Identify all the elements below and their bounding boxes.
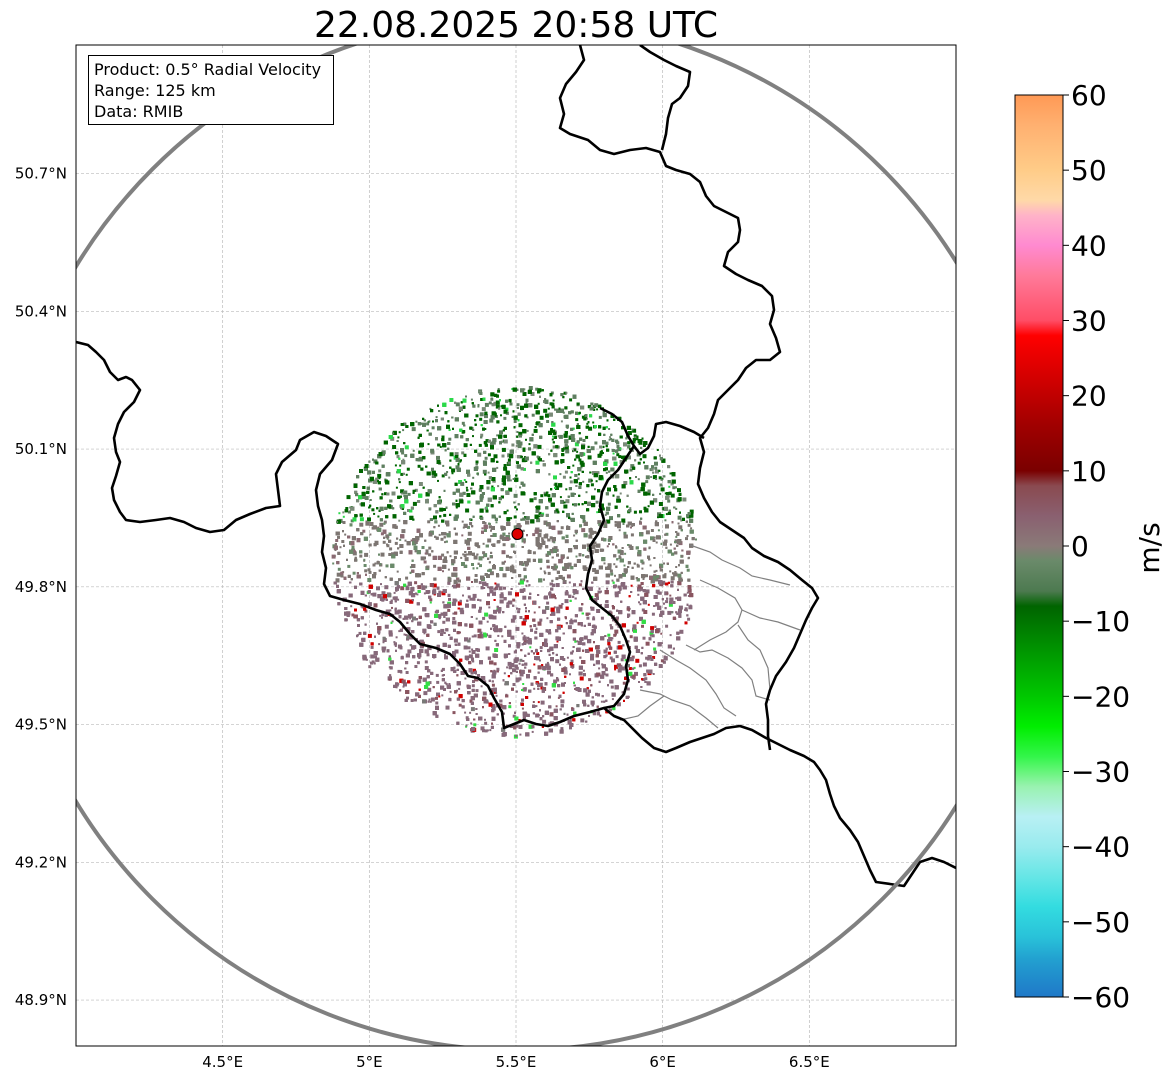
lat-tick-label: 50.1°N — [15, 440, 67, 458]
colorbar-tick-label: −30 — [1071, 756, 1130, 789]
colorbar: 60 50 40 30 20 10 0 −10 −20 −30 −40 −50 −60 m/s — [1014, 79, 1166, 1014]
colorbar-tick-label: −20 — [1071, 680, 1130, 713]
district-border-4 — [737, 624, 771, 691]
map-frame — [75, 44, 957, 1047]
colorbar-tick-label: 30 — [1071, 305, 1107, 338]
colorbar-unit-label: m/s — [1133, 522, 1166, 573]
lon-tick-label: 4.5°E — [202, 1053, 243, 1071]
colorbar-tick-label: 0 — [1071, 530, 1089, 563]
district-border-2 — [693, 579, 743, 651]
district-border-8 — [619, 695, 665, 721]
map-title: 22.08.2025 20:58 UTC — [313, 5, 719, 46]
colorbar-tick-label: 40 — [1071, 229, 1107, 262]
country-borders — [76, 45, 956, 888]
colorbar-tick-label: 50 — [1071, 154, 1107, 187]
colorbar-tick-label: 60 — [1071, 79, 1107, 112]
colorbar-tick-label: 10 — [1071, 455, 1107, 488]
info-product: Product: 0.5° Radial Velocity — [94, 60, 322, 79]
border-lux-east — [599, 406, 705, 456]
lat-tick-label: 48.9°N — [15, 991, 67, 1009]
border-west — [76, 340, 956, 888]
border-lux-west — [584, 445, 636, 710]
colorbar-tick-label: −40 — [1071, 831, 1130, 864]
district-border-7 — [639, 689, 719, 729]
radar-echoes — [331, 386, 697, 739]
colorbar-ticks: 60 50 40 30 20 10 0 −10 −20 −30 −40 −50 −60 — [1063, 79, 1130, 1014]
province-borders — [619, 544, 801, 729]
colorbar-tick-label: 20 — [1071, 380, 1107, 413]
latitude-tick-labels: 48.9°N 49.2°N 49.5°N 49.8°N 50.1°N 50.4°N 50.7… — [15, 165, 67, 1010]
district-border-1 — [689, 544, 791, 586]
lon-tick-label: 6°E — [649, 1053, 676, 1071]
info-data-source: Data: RMIB — [94, 102, 184, 121]
lat-tick-label: 49.5°N — [15, 716, 67, 734]
district-border-3 — [741, 609, 801, 631]
border-east-north — [558, 45, 820, 751]
colorbar-tick-label: −60 — [1071, 981, 1130, 1014]
border-east-top — [639, 45, 692, 151]
lon-tick-label: 6.5°E — [789, 1053, 830, 1071]
district-border-5 — [685, 644, 771, 701]
lon-tick-label: 5.5°E — [496, 1053, 537, 1071]
map-content — [76, 45, 956, 1046]
lon-tick-label: 5°E — [356, 1053, 383, 1071]
lat-tick-label: 49.8°N — [15, 578, 67, 596]
district-border-6 — [659, 649, 737, 717]
longitude-tick-labels: 4.5°E 5°E 5.5°E 6°E 6.5°E — [202, 1053, 830, 1071]
colorbar-tick-label: −50 — [1071, 906, 1130, 939]
lat-tick-label: 50.7°N — [15, 165, 67, 183]
radar-site-marker — [511, 528, 524, 541]
colorbar-bar — [1014, 94, 1064, 998]
lat-tick-label: 49.2°N — [15, 853, 67, 871]
info-box: Product: 0.5° Radial Velocity Range: 125… — [88, 55, 334, 125]
lat-tick-label: 50.4°N — [15, 302, 67, 320]
colorbar-tick-label: −10 — [1071, 605, 1130, 638]
info-range: Range: 125 km — [94, 81, 216, 100]
